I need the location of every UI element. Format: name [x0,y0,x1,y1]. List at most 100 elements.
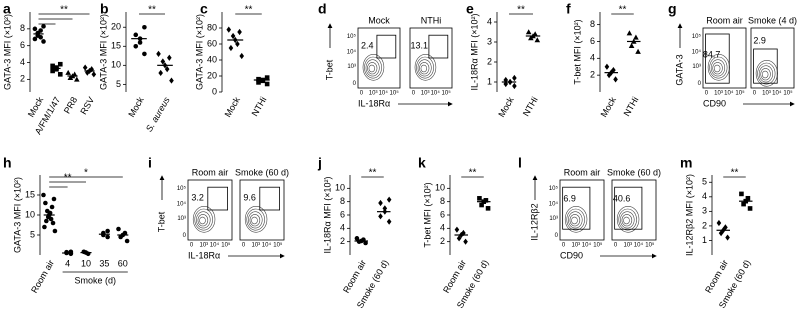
y-tick-label: 2 [20,74,25,84]
data-point [454,226,460,233]
data-point [32,26,38,32]
panel-label: j [317,155,322,171]
contour [414,54,437,81]
data-point [122,230,128,236]
y-axis-label: IL-18Rα MFI (×10²) [322,177,332,254]
significance-label: ** [619,5,627,16]
x-tick-label: Mock [223,95,243,119]
contour [199,216,206,225]
significance-label: ** [731,168,739,179]
contour [192,206,216,233]
gate [753,48,778,84]
y-axis-label: T-bet [156,211,166,232]
x-tick-label: 10⁵ [593,242,603,249]
x-tick-label: 10⁴ [210,242,220,249]
data-point [133,43,139,49]
panel-label: k [418,155,426,171]
y-tick-label: 3 [487,36,492,46]
x-tick-label: 0 [190,243,194,249]
data-point [52,228,58,234]
x-tick-label: 0 [412,91,416,97]
panel-label: c [200,1,208,17]
data-point [235,40,240,48]
gate-percentage: 40.6 [613,194,631,204]
data-point [456,235,462,242]
data-point [228,44,234,52]
data-point [363,240,368,246]
y-tick-label: 6 [20,40,25,50]
x-tick-label: 10 [81,258,91,268]
y-axis-label: IL-12Rβ2 [529,203,539,240]
x-tick-label: 10⁵ [273,242,283,249]
gate-percentage: 13.1 [410,40,428,50]
y-tick-label: 10⁵ [347,33,357,40]
data-point [378,199,383,207]
y-axis-label: GATA-3 [674,54,684,85]
data-point [64,249,69,255]
data-point [142,24,147,30]
gate-percentage: 3.2 [191,192,204,202]
data-point [745,195,751,201]
data-point [534,37,541,43]
significance-label: ** [148,5,156,16]
gate [207,186,229,211]
x-tick-label: 0 [705,91,709,97]
y-tick-label: 2 [487,56,492,66]
x-tick-label: 10³ [421,91,430,97]
contour [620,211,635,229]
contour [616,206,640,233]
data-point [50,220,56,226]
x-tick-label: 10³ [252,243,261,249]
x-tick-label: 10⁵ [390,90,400,97]
x-tick-label: 10⁴ [431,90,441,97]
x-tick-label: RSV [78,95,96,116]
data-point [354,236,360,241]
data-point [49,204,55,210]
y-tick-label: 0 [183,233,187,239]
plot-frame [611,179,657,241]
x-tick-label: 10⁴ [582,242,592,249]
x-tick-label: 10⁴ [772,90,782,97]
contour [566,208,585,231]
contour [618,208,637,231]
x-tick-label: 4 [65,258,70,268]
contour [569,214,581,227]
data-point [716,219,722,227]
x-axis-label: CD90 [560,250,583,260]
x-tick-label: Room air [29,258,56,295]
significance-label: ** [245,5,253,16]
contour [248,211,263,229]
x-tick-label: 10³ [369,91,378,97]
x-tick-label: 10³ [714,91,723,97]
x-tick-label: 35 [99,258,109,268]
y-tick-label: 10³ [692,64,701,70]
data-point [477,196,482,201]
y-tick-label: 5 [116,79,121,89]
y-tick-label: 10 [25,209,35,219]
x-axis-label: IL-18Rα [188,250,220,260]
panel-title: Room air [564,167,601,177]
x-tick-label: 10³ [200,243,209,249]
x-tick-label: 0 [562,243,566,249]
data-point [723,224,728,231]
y-tick-label: 0 [353,81,357,87]
data-point [604,63,610,70]
y-tick-label: 10⁴ [549,201,559,208]
y-tick-label: 5 [30,229,35,239]
data-point [256,80,261,85]
panel-title: Mock [368,15,390,25]
y-tick-label: 10⁵ [549,185,559,192]
data-point [382,205,388,212]
data-point [386,218,392,225]
y-tick-label: 5 [702,177,707,187]
contour [761,70,769,79]
data-point [628,42,635,48]
data-point [611,67,616,74]
data-point [44,218,49,224]
y-tick-label: 1 [702,235,707,245]
y-tick-label: 6 [440,209,445,219]
data-point [124,238,130,244]
y-tick-label: 15 [111,41,121,51]
contour [568,211,583,229]
